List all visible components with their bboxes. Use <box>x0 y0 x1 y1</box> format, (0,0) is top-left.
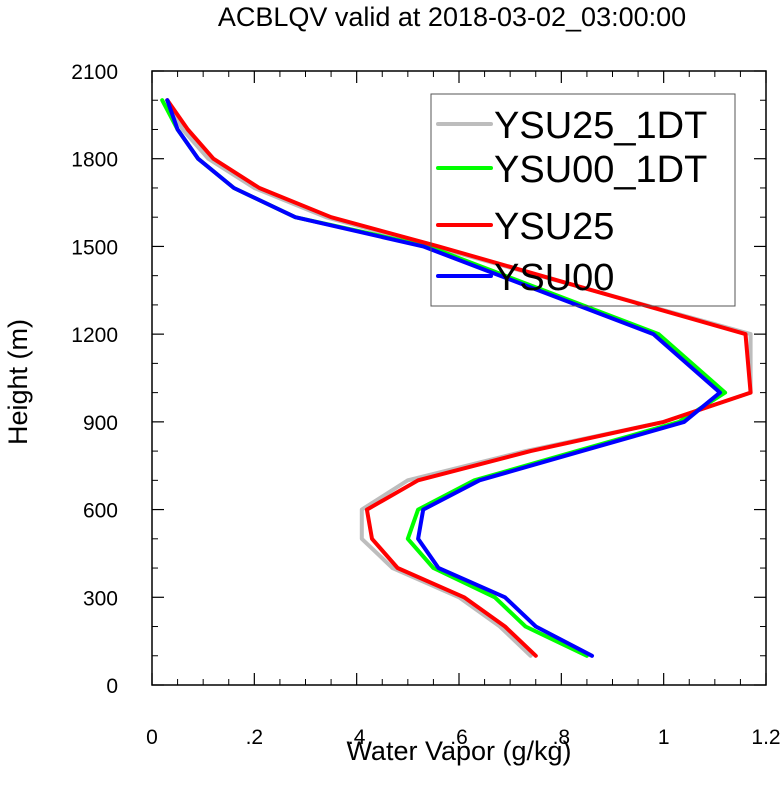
x-tick-label: .6 <box>450 726 468 749</box>
legend-label-3: YSU00 <box>494 257 614 299</box>
y-tick-label: 1500 <box>71 236 118 259</box>
x-tick-label: .4 <box>348 726 366 749</box>
plot-lines <box>160 98 753 658</box>
y-tick-label: 1200 <box>71 324 118 347</box>
series-line-3 <box>165 98 722 658</box>
legend-box <box>430 93 736 307</box>
y-tick-label: 2100 <box>71 61 118 84</box>
legend-label-2: YSU25 <box>494 206 614 248</box>
y-tick-label: 900 <box>83 412 118 435</box>
x-tick-label: 0 <box>146 726 158 749</box>
axes: 0 .2 .4 .6 .8 1 1.2 0 300 600 900 1200 1500 1800 2100 <box>71 61 780 749</box>
series-line-2 <box>165 98 753 658</box>
y-tick-label: 300 <box>83 587 118 610</box>
x-tick-label: 1.2 <box>751 726 780 749</box>
legend-label-1: YSU00_1DT <box>494 149 707 191</box>
legend-label-0: YSU25_1DT <box>494 105 707 147</box>
y-tick-label: 0 <box>106 675 118 698</box>
chart-title: ACBLQV valid at 2018-03-02_03:00:00 <box>218 2 686 32</box>
x-axis-label: Water Vapor (g/kg) <box>346 736 571 766</box>
x-tick-label: .2 <box>246 726 264 749</box>
y-tick-label: 600 <box>83 500 118 523</box>
y-tick-label: 1800 <box>71 149 118 172</box>
y-axis-label: Height (m) <box>3 319 33 445</box>
x-tick-label: .8 <box>553 726 571 749</box>
x-tick-label: 1 <box>658 726 670 749</box>
